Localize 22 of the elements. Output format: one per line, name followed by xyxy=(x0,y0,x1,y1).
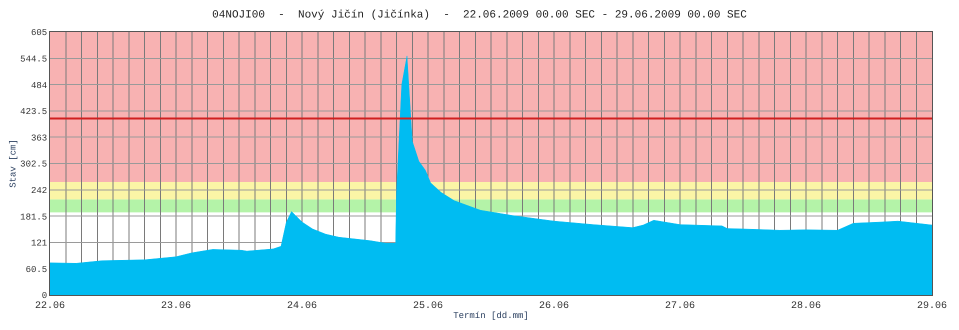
x-tick-label: 28.06 xyxy=(790,301,822,312)
y-tick-label: 60.5 xyxy=(26,264,48,275)
y-tick-label: 242 xyxy=(30,186,48,196)
x-tick-label: 22.06 xyxy=(34,301,66,312)
y-tick-label: 302.5 xyxy=(20,160,48,170)
x-tick-label: 29.06 xyxy=(916,301,948,312)
y-tick-label: 423.5 xyxy=(20,107,48,118)
y-tick-label: 0 xyxy=(42,291,48,302)
x-tick-label: 26.06 xyxy=(538,301,570,312)
y-tick-label: 181.5 xyxy=(20,212,48,222)
y-axis-title: Stav [cm] xyxy=(8,139,19,188)
y-tick-label: 121 xyxy=(30,238,48,249)
y-tick-label: 544.5 xyxy=(20,54,48,64)
y-tick-label: 605 xyxy=(30,28,48,38)
y-tick-label: 484 xyxy=(30,80,48,91)
x-tick-label: 27.06 xyxy=(664,301,696,312)
x-tick-label: 23.06 xyxy=(160,301,192,312)
x-tick-label: 24.06 xyxy=(286,301,318,312)
chart-title: 04NOJI00 - Nový Jičín (Jičínka) - 22.06.2009 00.00 SEC - 29.06.2009 00.00 SEC xyxy=(212,10,748,22)
x-axis-title: Termín [dd.mm] xyxy=(453,310,529,321)
x-tick-label: 25.06 xyxy=(412,301,444,312)
y-tick-label: 363 xyxy=(30,133,48,144)
